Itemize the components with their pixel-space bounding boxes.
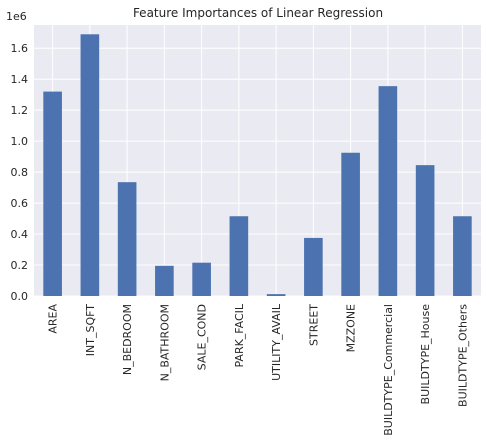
bar-sale-cond — [192, 262, 211, 296]
x-tick-label: BUILDTYPE_Commercial — [382, 304, 395, 436]
x-tick-label: PARK_FACIL — [233, 303, 246, 367]
bars — [43, 34, 472, 297]
y-tick-label: 1.2 — [11, 104, 29, 117]
y-axis-ticks: 0.0 0.2 0.4 0.6 0.8 1.0 1.2 1.4 1.6 — [11, 42, 29, 303]
y-tick-label: 1.4 — [11, 73, 29, 86]
x-tick-label: SALE_COND — [196, 304, 209, 370]
bar-buildtype-house — [415, 165, 435, 296]
y-tick-label: 0.6 — [11, 197, 29, 210]
bar-area — [43, 91, 62, 297]
bar-utility-avail — [266, 294, 286, 296]
bar-mzzone — [341, 152, 360, 296]
x-tick-label: AREA — [47, 304, 60, 334]
plot-area — [34, 25, 481, 296]
y-tick-label: 1.0 — [11, 135, 29, 148]
bar-park-facil — [229, 216, 249, 296]
y-tick-label: 0.4 — [11, 228, 29, 241]
y-tick-label: 0.0 — [11, 290, 29, 303]
bar-buildtype-others — [453, 216, 472, 296]
bar-street — [304, 237, 323, 296]
x-tick-label: INT_SQFT — [84, 304, 97, 356]
x-tick-label: UTILITY_AVAIL — [270, 303, 283, 381]
x-tick-label: STREET — [307, 304, 320, 346]
bar-buildtype-commercial — [378, 86, 398, 296]
x-tick-label: N_BATHROOM — [158, 304, 171, 381]
y-tick-label: 0.2 — [11, 259, 29, 272]
bar-int-sqft — [80, 34, 100, 296]
x-axis-ticks: AREA INT_SQFT N_BEDROOM N_BATHROOM SALE_COND… — [47, 303, 470, 436]
x-tick-label: BUILDTYPE_Others — [456, 304, 469, 407]
bar-n-bathroom — [155, 265, 174, 296]
x-tick-label: BUILDTYPE_House — [419, 304, 432, 405]
y-axis-scale-label: 1e6 — [6, 10, 27, 23]
bar-n-bedroom — [117, 182, 137, 296]
chart-title: Feature Importances of Linear Regression — [133, 6, 383, 20]
y-tick-label: 0.8 — [11, 166, 29, 179]
y-tick-label: 1.6 — [11, 42, 29, 55]
x-tick-label: N_BEDROOM — [121, 304, 134, 375]
x-tick-label: MZZONE — [345, 304, 358, 352]
